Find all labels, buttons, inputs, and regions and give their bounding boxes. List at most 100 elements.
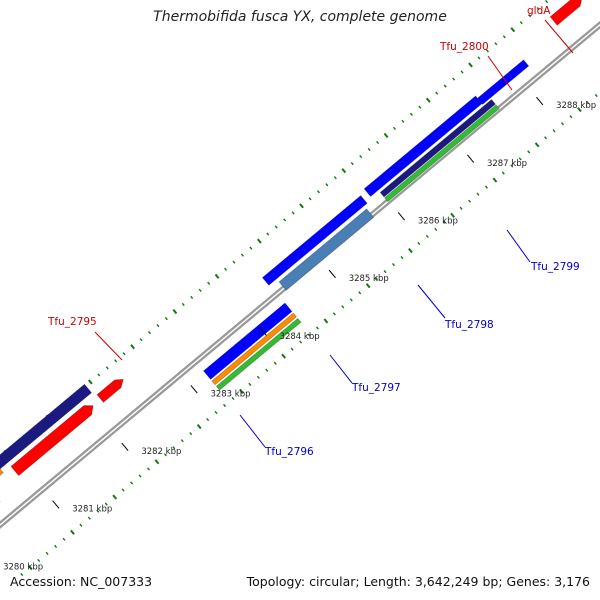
gene-box-green	[215, 317, 302, 391]
tick-dot-rings	[3, 0, 598, 577]
inner-tick-dot	[577, 107, 582, 113]
outer-tick-dot	[341, 168, 347, 174]
outer-tick-dot	[383, 132, 389, 138]
inner-tick-dot	[299, 340, 303, 344]
inner-tick-dot	[163, 453, 167, 457]
inner-tick-dot	[510, 164, 514, 168]
inner-tick-dot	[104, 502, 108, 506]
outer-tick-dot	[207, 281, 211, 285]
gene-box-blue	[261, 195, 368, 286]
outer-tick-dot	[376, 140, 380, 145]
inner-tick-dot	[273, 361, 277, 365]
genome-summary-text: Topology: circular; Length: 3,642,249 bp…	[246, 574, 590, 589]
gene-box-blue	[202, 302, 293, 380]
inner-tick-dot	[96, 509, 100, 513]
inner-tick-dot	[223, 403, 227, 408]
gene-label-leader	[544, 19, 574, 54]
scale-tick-mark	[190, 385, 198, 394]
accession-text: Accession: NC_007333	[10, 574, 153, 589]
scale-tick-label: 3283 kbp	[210, 389, 250, 399]
inner-tick-dot	[54, 544, 58, 548]
scale-tick-label: 3288 kbp	[556, 101, 596, 111]
inner-tick-dot	[37, 558, 41, 563]
inner-tick-dot	[20, 572, 24, 577]
inner-tick-dot	[468, 199, 472, 203]
outer-tick-dot	[393, 126, 397, 130]
inner-tick-dot	[196, 424, 202, 430]
inner-tick-dot	[434, 227, 438, 231]
inner-tick-dot	[484, 185, 488, 189]
outer-tick-dot	[147, 331, 151, 335]
scale-tick-mark	[397, 212, 406, 221]
outer-tick-dot	[249, 246, 253, 250]
gene-features	[0, 0, 582, 503]
inner-tick-dot	[307, 333, 311, 337]
inner-tick-dot	[586, 100, 590, 105]
outer-tick-dot	[502, 35, 506, 39]
inner-tick-dot	[154, 459, 160, 465]
outer-tick-dot	[460, 70, 464, 74]
outer-tick-dot	[283, 218, 287, 222]
outer-tick-dot	[452, 77, 456, 81]
gene-label-leader	[239, 414, 266, 448]
scale-tick-label: 3287 kbp	[487, 159, 527, 169]
outer-tick-dot	[299, 203, 304, 209]
gene-label-layer: Tfu_2795 Tfu_2800 gldA Tfu_2796 Tfu_2797 Tfu_…	[47, 5, 580, 458]
outer-tick-dot	[316, 190, 320, 194]
gene-label: gldA	[527, 5, 551, 17]
outer-tick-dot	[224, 267, 228, 271]
inner-tick-dot	[87, 516, 91, 520]
scale-tick-label: 3285 kbp	[349, 274, 389, 284]
inner-tick-dot	[527, 150, 531, 154]
inner-tick-dot	[341, 305, 345, 309]
scale-tick-mark	[466, 154, 475, 163]
inner-tick-dot	[45, 551, 49, 556]
outer-tick-dot	[190, 295, 194, 300]
gene-label-leader	[487, 55, 513, 91]
inner-tick-dot	[27, 564, 33, 571]
gene-box-green	[384, 104, 500, 203]
gene-label: Tfu_2796	[264, 446, 314, 458]
outer-tick-dot	[409, 112, 413, 116]
inner-tick-dot	[501, 171, 505, 175]
inner-tick-dot	[70, 529, 75, 535]
scale-tick-mark	[121, 442, 129, 452]
gene-label: Tfu_2798	[444, 319, 494, 331]
outer-tick-dot	[291, 211, 295, 215]
gene-box-red	[10, 405, 94, 477]
gene-box-navy	[379, 98, 496, 198]
scale-tick-mark	[259, 327, 267, 336]
inner-tick-dot	[180, 439, 184, 443]
outer-tick-dot	[425, 97, 431, 103]
inner-tick-dot	[544, 136, 548, 140]
outer-tick-dot	[350, 161, 354, 166]
outer-tick-dot	[510, 27, 516, 33]
outer-tick-dot	[435, 91, 439, 95]
inner-tick-dot	[214, 410, 218, 415]
inner-tick-dot	[112, 494, 118, 500]
outer-tick-dot	[198, 288, 202, 292]
outer-tick-dot	[367, 147, 371, 152]
outer-tick-dot	[485, 49, 489, 53]
inner-tick-dot	[349, 298, 353, 302]
gene-label-leader	[506, 229, 531, 263]
inner-tick-dot	[442, 220, 446, 224]
scale-ticks: 3280 kbp 3281 kbp 3282 kbp 3283 kbp 3284 kbp…	[3, 96, 596, 572]
gene-box-red	[96, 378, 124, 403]
gene-label-leader	[329, 354, 353, 384]
outer-tick-dot	[87, 379, 93, 385]
inner-tick-dot	[594, 93, 598, 98]
inner-tick-dot	[323, 318, 329, 324]
outer-tick-dot	[359, 154, 363, 159]
gene-box-blue	[476, 59, 530, 105]
inner-tick-dot	[239, 388, 244, 394]
inner-tick-dot	[248, 382, 252, 386]
inner-tick-dot	[417, 241, 421, 246]
outer-tick-dot	[256, 238, 262, 244]
inner-tick-dot	[492, 177, 498, 183]
outer-tick-dot	[274, 225, 278, 229]
inner-tick-dot	[518, 157, 522, 161]
outer-tick-dot	[325, 183, 329, 187]
